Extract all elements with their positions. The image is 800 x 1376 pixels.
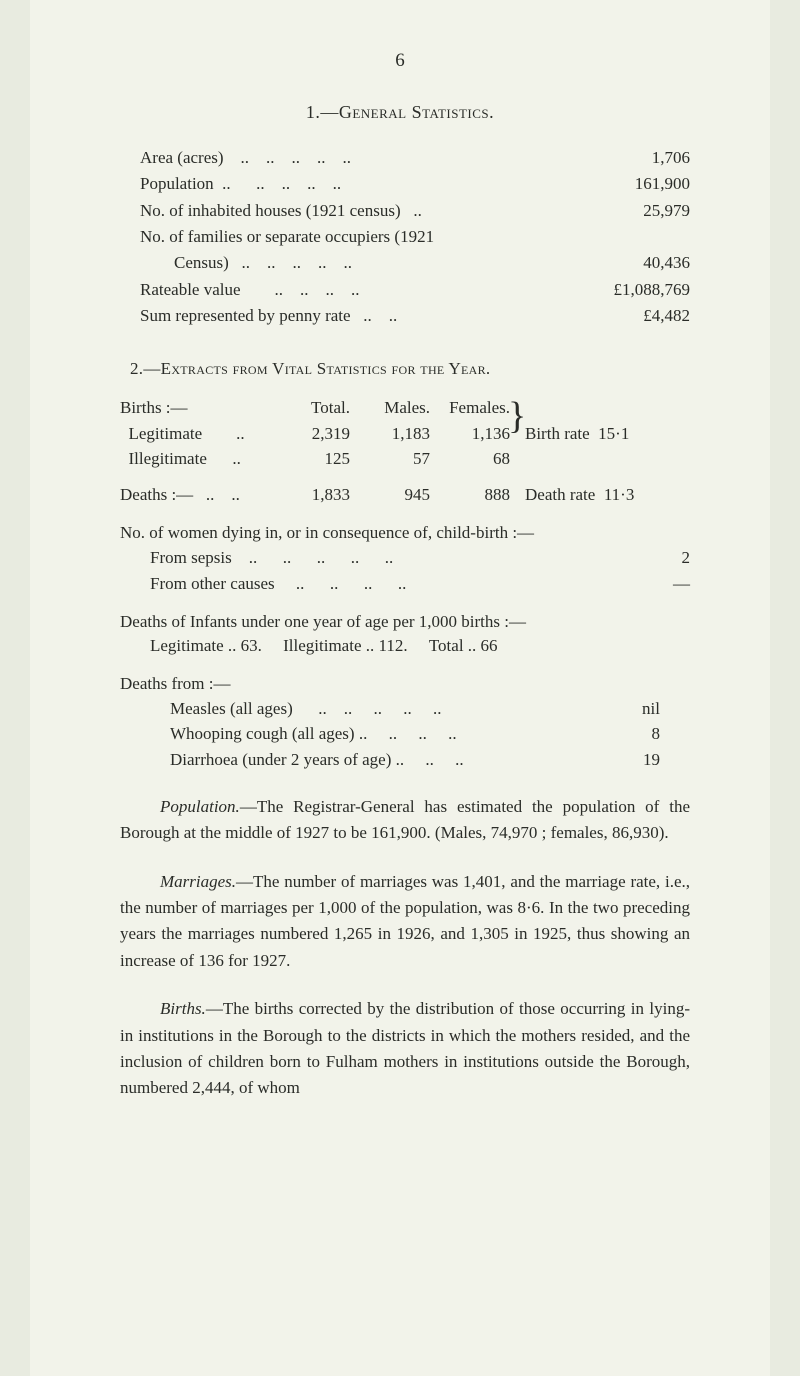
- section2-title: 2.—Extracts from Vital Statistics for th…: [130, 359, 700, 379]
- stat-row: No. of inhabited houses (1921 census) ..…: [140, 198, 690, 224]
- section1-title: 1.—General Statistics.: [100, 102, 700, 123]
- infant-deaths-line1: Deaths of Infants under one year of age …: [120, 610, 700, 634]
- col-rate-empty: [510, 446, 700, 472]
- population-paragraph: Population.—The Registrar-General has es…: [120, 794, 690, 847]
- stat-label: Census) .. .. .. .. ..: [140, 250, 560, 276]
- diarrhoea-row: Diarrhoea (under 2 years of age) .. .. .…: [170, 747, 660, 773]
- stat-label: Area (acres) .. .. .. .. ..: [140, 145, 560, 171]
- stat-label: Sum represented by penny rate .. ..: [140, 303, 560, 329]
- population-lead: Population.: [160, 797, 240, 816]
- illegitimate-females: 68: [430, 446, 510, 472]
- stat-label: Rateable value .. .. .. ..: [140, 277, 560, 303]
- other-label: From other causes .. .. .. ..: [150, 571, 406, 597]
- stat-label: No. of families or separate occupiers (1…: [140, 224, 560, 250]
- document-page: 6 1.—General Statistics. Area (acres) ..…: [30, 0, 770, 1376]
- legitimate-label: Legitimate ..: [120, 421, 270, 447]
- illegitimate-males: 57: [350, 446, 430, 472]
- col-females-header: Females.: [430, 395, 510, 421]
- col-total-header: Total.: [270, 395, 350, 421]
- stat-value: £4,482: [560, 303, 690, 329]
- infant-deaths-line2: Legitimate .. 63. Illegitimate .. 112. T…: [150, 634, 700, 658]
- births-lead: Births.: [160, 999, 206, 1018]
- stat-value: [560, 224, 690, 250]
- col-males-header: Males.: [350, 395, 430, 421]
- diarrhoea-label: Diarrhoea (under 2 years of age) .. .. .…: [170, 747, 464, 773]
- deaths-total: 1,833: [270, 482, 350, 508]
- births-header-row: Births :— Total. Males. Females.: [120, 395, 700, 421]
- measles-label: Measles (all ages) .. .. .. .. ..: [170, 696, 441, 722]
- measles-row: Measles (all ages) .. .. .. .. .. nil: [170, 696, 660, 722]
- marriages-lead: Marriages.: [160, 872, 236, 891]
- stat-value: 40,436: [560, 250, 690, 276]
- other-value: —: [673, 571, 690, 597]
- col-rate-header: [510, 395, 700, 421]
- stat-value: 25,979: [560, 198, 690, 224]
- births-label: Births :—: [120, 395, 270, 421]
- stat-row: Population .. .. .. .. .. 161,900: [140, 171, 690, 197]
- illegitimate-row: Illegitimate .. 125 57 68: [120, 446, 700, 472]
- stat-value: 161,900: [560, 171, 690, 197]
- stat-value: £1,088,769: [560, 277, 690, 303]
- legitimate-males: 1,183: [350, 421, 430, 447]
- stat-row: Census) .. .. .. .. .. 40,436: [140, 250, 690, 276]
- births-text: —The births corrected by the distributio…: [120, 999, 690, 1097]
- legitimate-row: Legitimate .. 2,319 1,183 1,136 Birth ra…: [120, 421, 700, 447]
- illegitimate-label: Illegitimate ..: [120, 446, 270, 472]
- deaths-females: 888: [430, 482, 510, 508]
- sepsis-label: From sepsis .. .. .. .. ..: [150, 545, 393, 571]
- general-statistics-list: Area (acres) .. .. .. .. .. 1,706 Popula…: [100, 145, 700, 329]
- sepsis-row: From sepsis .. .. .. .. .. 2: [150, 545, 690, 571]
- deaths-from-header: Deaths from :—: [120, 672, 700, 696]
- deaths-label: Deaths :— .. ..: [120, 482, 270, 508]
- diarrhoea-value: 19: [643, 747, 660, 773]
- death-rate: Death rate 11·3: [510, 482, 700, 508]
- page-number: 6: [100, 50, 700, 72]
- stat-label: No. of inhabited houses (1921 census) ..: [140, 198, 560, 224]
- other-causes-row: From other causes .. .. .. .. —: [150, 571, 690, 597]
- stat-label: Population .. .. .. .. ..: [140, 171, 560, 197]
- whooping-label: Whooping cough (all ages) .. .. .. ..: [170, 721, 457, 747]
- infant-deaths-block: Deaths of Infants under one year of age …: [120, 610, 700, 658]
- stat-value: 1,706: [560, 145, 690, 171]
- brace-icon: }: [508, 397, 526, 435]
- births-table: Births :— Total. Males. Females. Legitim…: [120, 395, 700, 472]
- stat-row: Rateable value .. .. .. .. £1,088,769: [140, 277, 690, 303]
- stat-row: Area (acres) .. .. .. .. .. 1,706: [140, 145, 690, 171]
- sepsis-value: 2: [682, 545, 691, 571]
- deaths-row: Deaths :— .. .. 1,833 945 888 Death rate…: [120, 482, 700, 508]
- deaths-males: 945: [350, 482, 430, 508]
- deaths-from-block: Deaths from :— Measles (all ages) .. .. …: [120, 672, 700, 772]
- women-dying-line1: No. of women dying in, or in consequence…: [120, 521, 700, 545]
- legitimate-females: 1,136: [430, 421, 510, 447]
- whooping-value: 8: [652, 721, 661, 747]
- births-paragraph: Births.—The births corrected by the dist…: [120, 996, 690, 1101]
- illegitimate-total: 125: [270, 446, 350, 472]
- women-dying-block: No. of women dying in, or in consequence…: [120, 521, 700, 596]
- birth-rate: Birth rate 15·1: [510, 421, 700, 447]
- legitimate-total: 2,319: [270, 421, 350, 447]
- stat-row: No. of families or separate occupiers (1…: [140, 224, 690, 250]
- whooping-row: Whooping cough (all ages) .. .. .. .. 8: [170, 721, 660, 747]
- marriages-paragraph: Marriages.—The number of marriages was 1…: [120, 869, 690, 974]
- measles-value: nil: [642, 696, 660, 722]
- stat-row: Sum represented by penny rate .. .. £4,4…: [140, 303, 690, 329]
